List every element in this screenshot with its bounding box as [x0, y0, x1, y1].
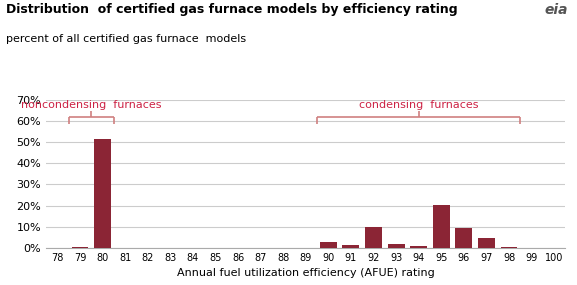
- Text: percent of all certified gas furnace  models: percent of all certified gas furnace mod…: [6, 34, 246, 44]
- Bar: [94, 139, 111, 248]
- X-axis label: Annual fuel utilization efficiency (AFUE) rating: Annual fuel utilization efficiency (AFUE…: [177, 268, 434, 278]
- Text: Distribution  of certified gas furnace models by efficiency rating: Distribution of certified gas furnace mo…: [6, 3, 458, 16]
- Text: noncondensing  furnaces: noncondensing furnaces: [21, 100, 162, 110]
- Text: condensing  furnaces: condensing furnaces: [359, 100, 478, 110]
- Bar: [72, 247, 88, 248]
- Bar: [388, 244, 404, 248]
- Bar: [320, 242, 337, 248]
- Bar: [365, 227, 382, 248]
- Bar: [410, 246, 427, 248]
- Bar: [501, 247, 518, 248]
- Bar: [455, 228, 473, 248]
- Bar: [478, 239, 495, 248]
- Text: eia: eia: [545, 3, 568, 17]
- Bar: [433, 205, 449, 248]
- Bar: [343, 245, 359, 248]
